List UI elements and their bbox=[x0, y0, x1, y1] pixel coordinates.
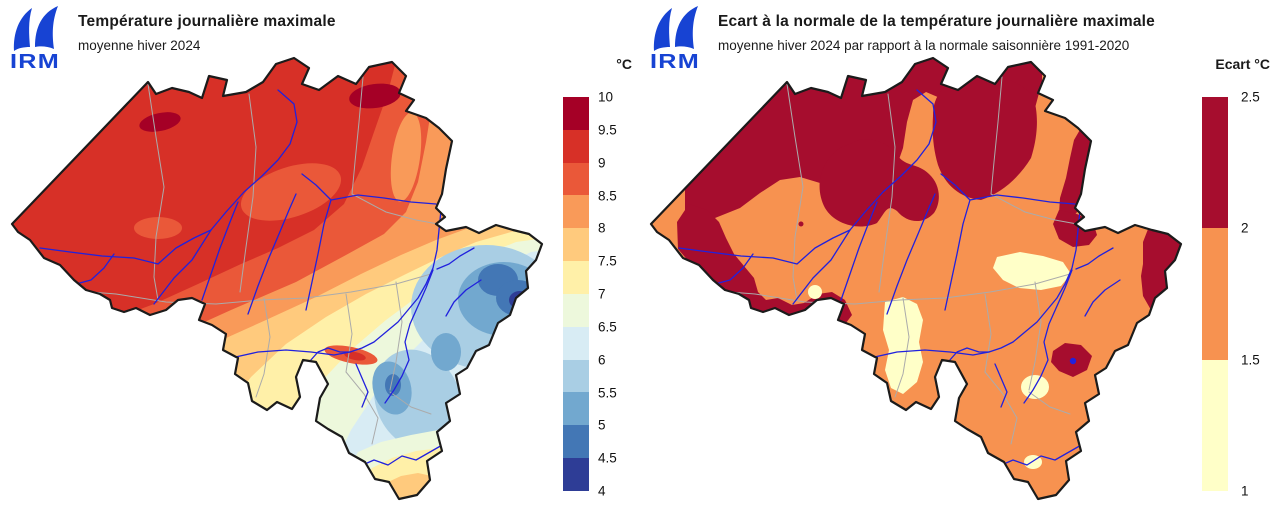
legend-bar bbox=[563, 97, 589, 491]
legend-tick-label: 6.5 bbox=[598, 319, 617, 335]
temperature-map-fill bbox=[12, 58, 542, 499]
irm-logo-text: IRM bbox=[650, 51, 700, 71]
legend-tick-label: 4.5 bbox=[598, 450, 617, 466]
legend-segment bbox=[563, 195, 589, 229]
legend-tick-label: 1.5 bbox=[1241, 352, 1260, 368]
legend-segment bbox=[563, 228, 589, 262]
legend-segment bbox=[1202, 228, 1228, 360]
contour-band bbox=[344, 351, 366, 361]
irm-logo-text: IRM bbox=[10, 51, 60, 71]
legend-segment bbox=[563, 392, 589, 426]
legend-tick-label: 5.5 bbox=[598, 385, 617, 400]
irm-logo-icon bbox=[653, 8, 672, 51]
contour-band bbox=[798, 221, 804, 227]
contour-band bbox=[139, 112, 181, 132]
lake-dot bbox=[1069, 357, 1077, 365]
legend-tick-label: 8.5 bbox=[598, 188, 617, 203]
contour-band bbox=[240, 163, 342, 221]
contour-band bbox=[993, 252, 1071, 290]
contour-band bbox=[1141, 224, 1181, 310]
legend-tick-label: 5 bbox=[598, 417, 606, 433]
legend-tick-label: 2.5 bbox=[1241, 89, 1260, 105]
irm-logo-icon bbox=[675, 6, 698, 49]
contour-band bbox=[677, 204, 852, 327]
legend-segment bbox=[1202, 97, 1228, 229]
contour-band bbox=[819, 139, 939, 227]
legend-colorbar: 10 9.5 9 8.5 8 7.5 7 6.5 6 5.5 5 4.5 4 bbox=[563, 90, 683, 499]
contour-band bbox=[1059, 128, 1094, 221]
legend-segment bbox=[563, 293, 589, 327]
irm-logo: IRM bbox=[650, 6, 700, 71]
page-title: Ecart à la normale de la température jou… bbox=[718, 13, 1155, 30]
contour-band bbox=[808, 285, 822, 299]
legend-tick-label: 8 bbox=[598, 220, 606, 236]
contour-band bbox=[134, 217, 182, 239]
legend-segment bbox=[563, 162, 589, 196]
legend-segment bbox=[563, 326, 589, 360]
legend-unit-label: Ecart °C bbox=[1215, 56, 1270, 72]
anomaly-map bbox=[649, 56, 1183, 501]
legend-segment bbox=[563, 261, 589, 294]
legend-unit-label: °C bbox=[616, 56, 632, 72]
legend-tick-label: 9 bbox=[598, 155, 606, 171]
anomaly-map-fill bbox=[651, 58, 1181, 499]
legend-segment bbox=[1202, 359, 1228, 491]
legend-segment bbox=[563, 97, 589, 130]
legend-tick-label: 6 bbox=[598, 352, 606, 368]
map-subtitle: moyenne hiver 2024 par rapport à la norm… bbox=[718, 38, 1130, 53]
contour-band bbox=[1082, 436, 1097, 461]
contour-band bbox=[883, 297, 923, 394]
legend-segment bbox=[563, 425, 589, 459]
irm-logo-icon bbox=[35, 6, 58, 49]
legend-segment bbox=[563, 458, 589, 491]
legend-colorbar: 2.5 2 1.5 1 bbox=[1202, 90, 1280, 499]
legend-tick-label: 9.5 bbox=[598, 122, 617, 138]
legend-segment bbox=[563, 129, 589, 163]
legend-tick-label: 2 bbox=[1241, 220, 1249, 236]
irm-logo-icon bbox=[13, 8, 32, 51]
legend-tick-label: 7.5 bbox=[598, 253, 617, 269]
legend-segment bbox=[563, 359, 589, 393]
legend-bar bbox=[1202, 97, 1228, 491]
legend-tick-label: 4 bbox=[598, 483, 606, 499]
contour-band bbox=[385, 374, 401, 396]
contour-band bbox=[932, 76, 1037, 200]
contour-band bbox=[496, 280, 540, 316]
contour-band bbox=[431, 333, 461, 371]
temperature-map bbox=[10, 56, 544, 501]
page-title: Température journalière maximale bbox=[78, 13, 336, 30]
map-subtitle: moyenne hiver 2024 bbox=[78, 38, 201, 53]
legend-tick-label: 7 bbox=[598, 286, 606, 302]
irm-logo: IRM bbox=[10, 6, 60, 71]
legend-tick-label: 1 bbox=[1241, 483, 1249, 499]
contour-band bbox=[390, 112, 422, 202]
legend-tick-label: 10 bbox=[598, 89, 614, 105]
